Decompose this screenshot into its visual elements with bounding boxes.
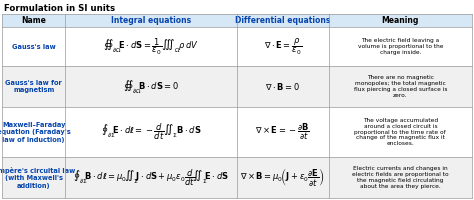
Text: Gauss's law for
magnetism: Gauss's law for magnetism — [5, 80, 62, 93]
Text: Ampère's circuital law
(with Maxwell's
addition): Ampère's circuital law (with Maxwell's a… — [0, 167, 75, 189]
Text: $\oint_{\partial\Sigma}\!\mathbf{B}\cdot d\boldsymbol{\ell} = \mu_0\!\iint_{\Sig: $\oint_{\partial\Sigma}\!\mathbf{B}\cdot… — [73, 167, 229, 188]
Text: $\oiint_{\partial\Omega}\!\mathbf{E}\cdot d\mathbf{S} = \dfrac{1}{\varepsilon_0}: $\oiint_{\partial\Omega}\!\mathbf{E}\cdo… — [103, 36, 199, 57]
Text: Differential equations: Differential equations — [235, 16, 330, 25]
Text: Meaning: Meaning — [382, 16, 419, 25]
Text: $\oint_{\partial\Sigma}\!\mathbf{E}\cdot d\boldsymbol{\ell} = -\dfrac{d}{dt}\iin: $\oint_{\partial\Sigma}\!\mathbf{E}\cdot… — [101, 122, 201, 142]
Text: $\nabla\cdot\mathbf{B}=0$: $\nabla\cdot\mathbf{B}=0$ — [265, 81, 300, 92]
Text: $\nabla\times\mathbf{B}=\mu_0\!\left(\mathbf{J}+\varepsilon_0\dfrac{\partial\mat: $\nabla\times\mathbf{B}=\mu_0\!\left(\ma… — [240, 167, 325, 189]
Text: Integral equations: Integral equations — [111, 16, 191, 25]
Text: Electric currents and changes in
electric fields are proportional to
the magneti: Electric currents and changes in electri… — [352, 166, 448, 189]
Text: Name: Name — [21, 16, 46, 25]
Text: Formulation in SI units: Formulation in SI units — [4, 4, 115, 13]
Text: Gauss's law: Gauss's law — [12, 44, 55, 50]
Text: $\nabla\cdot\mathbf{E}=\dfrac{\rho}{\varepsilon_0}$: $\nabla\cdot\mathbf{E}=\dfrac{\rho}{\var… — [264, 36, 302, 57]
Bar — [2, 157, 472, 198]
Text: $\nabla\times\mathbf{E}=-\dfrac{\partial\mathbf{B}}{\partial t}$: $\nabla\times\mathbf{E}=-\dfrac{\partial… — [255, 122, 310, 142]
Bar — [2, 14, 472, 27]
Bar — [2, 27, 472, 66]
Text: $\oiint_{\partial\Omega}\!\mathbf{B}\cdot d\mathbf{S} = 0$: $\oiint_{\partial\Omega}\!\mathbf{B}\cdo… — [123, 78, 179, 95]
Bar — [2, 66, 472, 107]
Text: Maxwell–Faraday
equation (Faraday's
law of induction): Maxwell–Faraday equation (Faraday's law … — [0, 122, 71, 143]
Text: There are no magnetic
monopoles; the total magnetic
flux piercing a closed surfa: There are no magnetic monopoles; the tot… — [354, 75, 447, 98]
Text: The voltage accumulated
around a closed circuit is
proportional to the time rate: The voltage accumulated around a closed … — [355, 118, 446, 146]
Bar — [2, 107, 472, 157]
Text: The electric field leaving a
volume is proportional to the
charge inside.: The electric field leaving a volume is p… — [357, 38, 443, 55]
